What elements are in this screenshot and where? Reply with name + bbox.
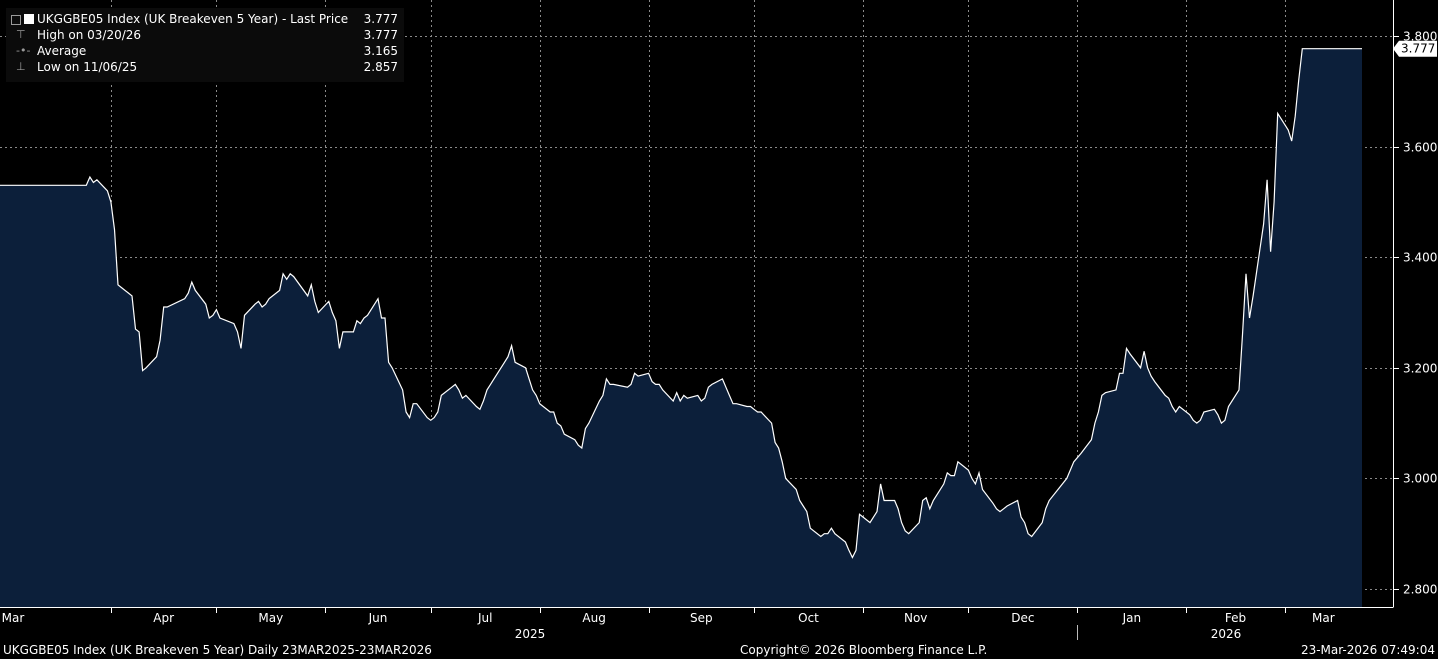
y-tick-label: 2.800 xyxy=(1403,583,1437,597)
low-marker-icon: ⊥ xyxy=(16,60,26,73)
chart-axes xyxy=(0,0,1394,608)
collapse-box-icon[interactable] xyxy=(11,15,21,25)
last-price-text: 3.777 xyxy=(1401,42,1435,56)
legend-low-value: 2.857 xyxy=(363,60,398,74)
x-month-label: Jan xyxy=(1122,611,1142,625)
last-price-label: 3.777 xyxy=(1393,40,1437,57)
price-line xyxy=(0,48,1362,559)
high-marker-icon: ⊤ xyxy=(16,28,26,41)
y-tick-label: 3.800 xyxy=(1403,30,1437,44)
legend-high-label: High on 03/20/26 xyxy=(37,28,142,42)
x-month-label: Oct xyxy=(798,611,819,625)
footer-series-info: UKGGBE05 Index (UK Breakeven 5 Year) Dai… xyxy=(3,643,432,657)
x-year-label: 2025 xyxy=(515,627,546,641)
legend-title-row: UKGGBE05 Index (UK Breakeven 5 Year) - L… xyxy=(6,11,404,27)
legend-last-value: 3.777 xyxy=(363,12,398,26)
x-month-label: Dec xyxy=(1011,611,1034,625)
y-tick-label: 3.200 xyxy=(1403,362,1437,376)
x-month-label: Nov xyxy=(904,611,927,625)
footer-copyright: Copyright© 2026 Bloomberg Finance L.P. xyxy=(740,643,988,657)
series-swatch-icon xyxy=(24,14,34,24)
legend-low-label: Low on 11/06/25 xyxy=(37,60,138,74)
legend-high-value: 3.777 xyxy=(363,28,398,42)
x-axis-ticks: Mar Apr May Jun Jul Aug Sep Oct Nov Dec Jan Feb Mar 2… xyxy=(2,607,1335,641)
y-tick-label: 3.600 xyxy=(1403,141,1437,155)
y-tick-label: 3.400 xyxy=(1403,251,1437,265)
x-month-label: Mar xyxy=(2,611,25,625)
last-price-tag xyxy=(1393,40,1437,57)
x-month-label: Mar xyxy=(1312,611,1335,625)
x-month-label: Apr xyxy=(153,611,174,625)
x-month-label: Aug xyxy=(582,611,605,625)
legend-average-row: -•- Average 3.165 xyxy=(6,43,404,59)
legend-high-row: ⊤ High on 03/20/26 3.777 xyxy=(6,27,404,43)
footer-timestamp: 23-Mar-2026 07:49:04 xyxy=(1300,643,1435,657)
x-month-label: Sep xyxy=(690,611,713,625)
legend-low-row: ⊥ Low on 11/06/25 2.857 xyxy=(6,59,404,75)
legend-average-label: Average xyxy=(37,44,87,58)
x-month-label: Jun xyxy=(368,611,388,625)
average-marker-icon: -•- xyxy=(16,44,31,57)
legend-average-value: 3.165 xyxy=(363,44,398,58)
y-axis-ticks: 2.800 3.000 3.200 3.400 3.600 3.800 xyxy=(1393,30,1437,597)
x-year-label: 2026 xyxy=(1211,627,1242,641)
x-month-label: May xyxy=(258,611,283,625)
y-tick-label: 3.000 xyxy=(1403,472,1437,486)
price-area-fill xyxy=(0,48,1362,607)
legend-title: UKGGBE05 Index (UK Breakeven 5 Year) - L… xyxy=(37,12,349,26)
legend-panel: UKGGBE05 Index (UK Breakeven 5 Year) - L… xyxy=(6,8,404,82)
x-month-label: Jul xyxy=(477,611,492,625)
x-month-label: Feb xyxy=(1225,611,1246,625)
